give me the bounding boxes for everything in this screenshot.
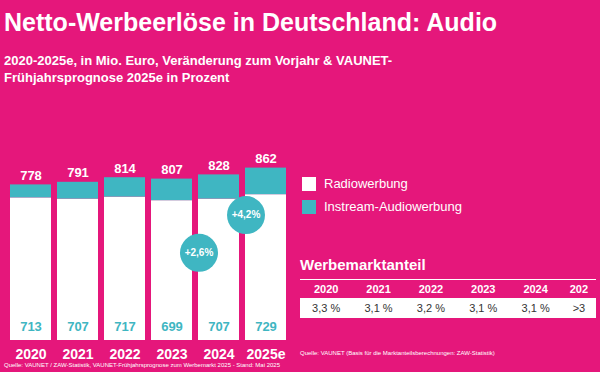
- svg-text:862: 862: [255, 151, 277, 166]
- svg-text:791: 791: [67, 165, 89, 180]
- svg-text:699: 699: [161, 319, 183, 334]
- html-text:2024: 2024: [523, 283, 548, 295]
- svg-text:707: 707: [208, 319, 230, 334]
- html-text:Quelle: VAUNET / ZAW-Statistik: Quelle: VAUNET / ZAW-Statistik, VAUNET-F…: [4, 362, 280, 368]
- svg-text:2022: 2022: [109, 346, 140, 362]
- html-text:3,1 %: 3,1 %: [469, 302, 498, 314]
- svg-text:707: 707: [67, 319, 89, 334]
- svg-text:729: 729: [255, 319, 277, 334]
- html-text:3,1 %: 3,1 %: [521, 302, 550, 314]
- html-text:3,3 %: 3,3 %: [312, 302, 341, 314]
- svg-text:2025e: 2025e: [247, 346, 286, 362]
- svg-text:2021: 2021: [62, 346, 93, 362]
- html-text:2020: 2020: [313, 283, 339, 295]
- html-text:3,1 %: 3,1 %: [364, 302, 393, 314]
- html-text:Radiowerbung: Radiowerbung: [324, 176, 408, 191]
- html-text:Werbemarktanteil: Werbemarktanteil: [300, 256, 426, 273]
- html-text:2023: 2023: [471, 283, 496, 295]
- svg-text:828: 828: [208, 158, 230, 173]
- svg-text:+4,2%: +4,2%: [232, 209, 261, 220]
- svg-text:814: 814: [114, 161, 136, 176]
- html-text:3,2 %: 3,2 %: [416, 302, 445, 314]
- svg-text:+2,6%: +2,6%: [185, 247, 214, 258]
- html-text:2020-2025e, in Mio. Euro, Verä: 2020-2025e, in Mio. Euro, Veränderung zu…: [4, 53, 393, 85]
- svg-text:778: 778: [20, 168, 42, 183]
- html-text:2022: 2022: [418, 283, 444, 295]
- html-text:Netto-Werbeerlöse in Deutschla: Netto-Werbeerlöse in Deutschland: Audio: [4, 8, 498, 36]
- html-text:202: 202: [569, 283, 589, 295]
- html-text:Quelle: VAUNET (Basis für die: Quelle: VAUNET (Basis für die Marktantei…: [300, 350, 495, 356]
- svg-text:2023: 2023: [156, 346, 187, 362]
- svg-text:713: 713: [20, 319, 42, 334]
- html-text:2021: 2021: [366, 283, 391, 295]
- html-text:>3: >3: [572, 302, 586, 314]
- svg-text:2020: 2020: [15, 346, 46, 362]
- svg-text:807: 807: [161, 162, 183, 177]
- svg-text:717: 717: [114, 319, 136, 334]
- svg-text:2024: 2024: [203, 346, 234, 362]
- html-text:Instream-Audiowerbung: Instream-Audiowerbung: [324, 199, 462, 214]
